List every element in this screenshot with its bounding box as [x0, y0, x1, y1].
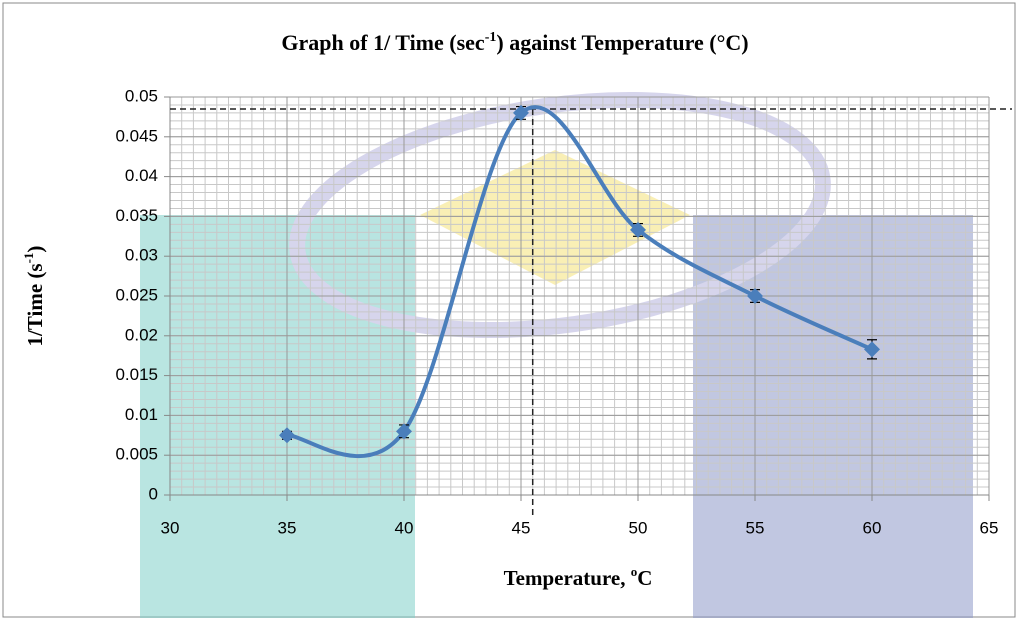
- marker: [279, 427, 295, 444]
- plot: [170, 104, 1012, 515]
- y-label-text: ): [23, 246, 47, 253]
- marker: [513, 104, 529, 121]
- x-tick-label: 55: [746, 518, 765, 537]
- x-label-text: Temperature,: [504, 566, 631, 590]
- grid: [164, 96, 990, 501]
- x-label-sup: o: [631, 564, 638, 579]
- x-label-text: C: [637, 566, 652, 590]
- y-axis-label: 1/Time (s-1): [21, 246, 47, 347]
- y-tick-label: 0: [149, 484, 158, 503]
- y-tick-label: 0.035: [115, 206, 158, 225]
- y-tick-label: 0.015: [115, 365, 158, 384]
- x-tick-label: 35: [278, 518, 297, 537]
- x-tick-label: 40: [395, 518, 414, 537]
- marker: [747, 288, 763, 304]
- y-tick-label: 0.025: [115, 285, 158, 304]
- title-text: ) against Temperature (°C): [496, 30, 748, 55]
- y-tick-label: 0.04: [125, 166, 158, 185]
- y-tick-label: 0.02: [125, 325, 158, 344]
- marker: [630, 221, 646, 238]
- y-tick-label: 0.01: [125, 405, 158, 424]
- y-tick-label: 0.045: [115, 126, 158, 145]
- y-tick-label: 0.05: [125, 86, 158, 105]
- x-tick-label: 65: [980, 518, 999, 537]
- x-axis-label: Temperature, oC: [504, 564, 653, 590]
- title-text: Graph of 1/ Time (sec: [281, 30, 485, 55]
- y-tick-label: 0.005: [115, 445, 158, 464]
- watermark: [140, 91, 973, 618]
- marker: [396, 423, 412, 440]
- y-label-text: 1/Time (s: [23, 263, 47, 346]
- y-tick-label: 0.03: [125, 246, 158, 265]
- title-sup: -1: [485, 30, 497, 45]
- x-tick-label: 50: [629, 518, 648, 537]
- x-tick-label: 60: [863, 518, 882, 537]
- x-tick-label: 45: [512, 518, 531, 537]
- chart-title: Graph of 1/ Time (sec-1) against Tempera…: [281, 30, 748, 55]
- marker: [864, 341, 880, 358]
- y-label-sup: -1: [21, 253, 36, 264]
- x-tick-label: 30: [161, 518, 180, 537]
